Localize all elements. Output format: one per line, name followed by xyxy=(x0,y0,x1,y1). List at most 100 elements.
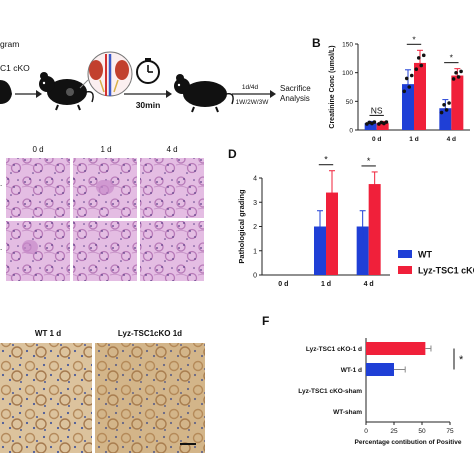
data-point xyxy=(444,108,449,112)
mouse-icon xyxy=(0,80,12,104)
y-tick-label: 2 xyxy=(253,224,257,231)
arrow-right-icon xyxy=(232,90,276,98)
bar xyxy=(326,192,338,275)
glomerulus xyxy=(96,180,114,194)
data-point xyxy=(456,75,461,79)
y-tick-label: 100 xyxy=(342,70,353,77)
kidney-icon xyxy=(79,51,133,97)
panel-c: 0 d 1 d 4 d . . xyxy=(0,145,204,281)
bar xyxy=(402,84,414,130)
panel-letter-d: D xyxy=(228,147,237,161)
data-point xyxy=(407,85,412,89)
glomerulus xyxy=(22,240,38,254)
y-axis-label: Pathological grading xyxy=(237,189,246,264)
significance-marker: * xyxy=(459,354,464,366)
legend: WT Lyz-TSC1 cKO xyxy=(398,250,474,276)
column-label-0d: 0 d xyxy=(32,145,43,154)
legend-label-wt: WT xyxy=(418,250,432,260)
data-point xyxy=(384,120,389,124)
bar xyxy=(366,342,426,355)
y-tick-label: 150 xyxy=(342,42,353,49)
y-tick-label: 4 xyxy=(253,176,257,183)
legend-swatch-ko xyxy=(398,266,412,274)
he-tile-wt-0d xyxy=(6,158,70,218)
data-point xyxy=(439,110,444,115)
panel-d: D 0 1 2 3 4 0 d 1 d * 4 d * Pathological grading W… xyxy=(228,147,474,288)
panel-b: B 0 50 100 150 0 d NS 1 d * 4 d * Creatinine Conc … xyxy=(312,34,470,143)
he-tile-ko-0d xyxy=(6,221,70,281)
x-tick-label: 4 d xyxy=(447,136,456,143)
column-label-4d: 4 d xyxy=(166,145,177,154)
panel-letter-b: B xyxy=(312,36,321,50)
data-point xyxy=(459,69,463,74)
x-tick-label: 4 d xyxy=(364,281,374,288)
bar xyxy=(368,184,381,275)
bar xyxy=(314,226,326,275)
schedule-label-top: 1d/4d xyxy=(242,84,259,91)
panel-letter-f: F xyxy=(262,314,269,328)
data-point xyxy=(414,67,419,72)
significance-marker: * xyxy=(324,155,328,165)
column-label-1d: 1 d xyxy=(100,145,111,154)
ihc-label-ko: Lyz-TSC1cKO 1d xyxy=(118,329,182,338)
schedule-label-bottom: 1W/2W/3W xyxy=(236,99,270,106)
bar xyxy=(356,226,369,275)
data-point xyxy=(447,101,451,105)
x-tick-label: 0 d xyxy=(278,281,288,288)
data-point xyxy=(454,70,458,75)
y-tick-label: 0 xyxy=(253,273,257,280)
y-tick-label: 3 xyxy=(253,200,257,207)
x-axis-label: Percentage contibution of Positive xyxy=(355,439,462,446)
y-tick-label: 0 xyxy=(349,128,353,135)
x-tick-label: 25 xyxy=(390,428,398,435)
ihc-label-wt: WT 1 d xyxy=(35,329,61,338)
data-point xyxy=(404,76,409,81)
cropped-label-program: gram xyxy=(0,39,19,49)
legend-label-ko: Lyz-TSC1 cKO xyxy=(418,266,474,276)
ihc-positive-tint xyxy=(95,343,205,453)
arrow-right-icon xyxy=(15,90,42,98)
x-tick-label: 1 d xyxy=(321,281,331,288)
row-mark: . xyxy=(0,179,2,188)
y-tick-label: WT-1 d xyxy=(341,367,362,374)
bar xyxy=(376,123,389,130)
data-point xyxy=(402,89,407,94)
significance-marker: * xyxy=(412,34,416,44)
y-tick-label: 50 xyxy=(346,99,354,106)
y-tick-label: Lyz-TSC1 cKO-sham xyxy=(298,388,362,395)
panel-e: WT 1 d Lyz-TSC1cKO 1d xyxy=(0,329,205,453)
x-tick-label: 0 xyxy=(364,428,368,435)
ihc-tile-wt xyxy=(0,343,92,453)
data-point xyxy=(442,102,446,107)
ihc-tile-ko xyxy=(95,343,205,453)
panel-a: gram C1 cKO xyxy=(0,39,311,113)
y-tick-label: Lyz-TSC1 cKO-1 d xyxy=(306,346,362,353)
he-tile-ko-1d xyxy=(73,221,137,281)
he-tile-wt-4d xyxy=(140,158,204,218)
outcome-line-1: Sacrifice xyxy=(280,84,311,93)
pathological-grading-chart: 0 1 2 3 4 0 d 1 d * 4 d * Pathological grading xyxy=(237,155,390,288)
y-tick-label: WT-sham xyxy=(333,409,362,416)
significance-marker: * xyxy=(367,156,371,166)
he-tile-ko-4d xyxy=(140,221,204,281)
x-tick-label: 50 xyxy=(418,428,426,435)
data-point xyxy=(419,63,424,68)
significance-marker: * xyxy=(450,53,454,63)
data-point xyxy=(416,56,421,60)
positive-percentage-chart: 0 25 50 75 Percentage contibution of Positiv… xyxy=(298,338,464,446)
data-point xyxy=(451,77,456,81)
legend-swatch-wt xyxy=(398,250,412,258)
x-tick-label: 75 xyxy=(446,428,454,435)
stopwatch-icon xyxy=(136,58,160,84)
y-axis-label: Creatinine Conc (umol/L) xyxy=(329,45,336,128)
data-point xyxy=(372,120,377,124)
x-tick-label: 1 d xyxy=(409,136,418,143)
outcome-line-2: Analysis xyxy=(280,94,310,103)
arrow-right-icon xyxy=(124,90,172,98)
y-tick-label: 1 xyxy=(253,248,257,255)
row-mark: . xyxy=(0,243,2,252)
data-point xyxy=(421,53,426,58)
bar xyxy=(414,62,426,130)
x-tick-label: 0 d xyxy=(372,136,381,143)
